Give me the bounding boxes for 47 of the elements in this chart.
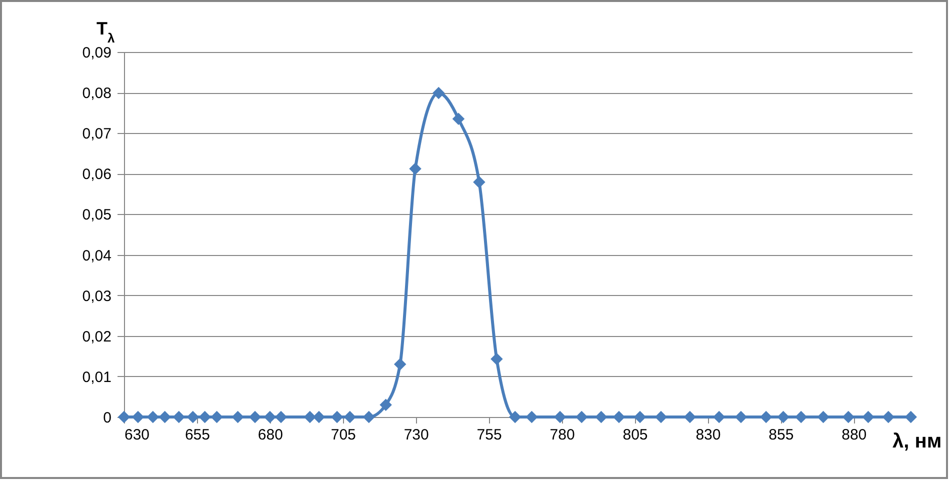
point bbox=[490, 352, 503, 366]
point bbox=[198, 410, 211, 424]
y-tick-label: 0,05 bbox=[82, 206, 112, 224]
x-tick-label: 655 bbox=[184, 426, 210, 444]
point bbox=[452, 112, 465, 126]
y-tick-label: 0 bbox=[103, 410, 112, 426]
y-tick-label: 0,04 bbox=[82, 247, 112, 264]
point bbox=[158, 410, 171, 424]
y-tick-label: 0,06 bbox=[82, 166, 112, 184]
point bbox=[842, 410, 854, 424]
y-tick-label: 0,08 bbox=[82, 85, 112, 102]
point bbox=[576, 410, 588, 424]
point bbox=[432, 86, 445, 100]
point bbox=[394, 358, 406, 370]
y-tick-label: 0,09 bbox=[82, 44, 112, 62]
point bbox=[172, 410, 185, 424]
x-tick-label: 680 bbox=[258, 426, 283, 444]
point bbox=[862, 410, 874, 424]
point bbox=[595, 410, 608, 424]
point bbox=[508, 410, 522, 424]
x-tick-label: 630 bbox=[124, 426, 150, 444]
y-tick-label: 0,07 bbox=[82, 126, 112, 143]
x-tick-label: 730 bbox=[404, 426, 429, 444]
point bbox=[362, 410, 375, 424]
x-tick-label: 855 bbox=[768, 426, 794, 444]
x-tick-label: 705 bbox=[330, 426, 356, 444]
point bbox=[232, 410, 244, 424]
point bbox=[777, 410, 790, 424]
x-tick-label: 805 bbox=[622, 426, 648, 444]
x-tick-label: 755 bbox=[476, 426, 502, 444]
point bbox=[186, 410, 199, 424]
point bbox=[380, 398, 392, 411]
x-tick-label: 780 bbox=[550, 426, 575, 444]
y-tick-label: 0,01 bbox=[82, 368, 112, 386]
point bbox=[526, 410, 538, 424]
point bbox=[817, 410, 830, 424]
y-tick-label: 0,03 bbox=[82, 288, 112, 305]
x-axis-title: λ, нм bbox=[892, 430, 942, 452]
x-tick-label: 880 bbox=[842, 426, 867, 444]
y-axis-title: T$_{λ}$ bbox=[96, 18, 116, 45]
x-tick-label: 830 bbox=[696, 426, 721, 444]
point bbox=[882, 410, 894, 424]
point bbox=[904, 410, 917, 424]
y-tick-label: 0,02 bbox=[82, 328, 112, 346]
point bbox=[409, 162, 422, 175]
point bbox=[473, 176, 486, 188]
point bbox=[210, 410, 223, 424]
